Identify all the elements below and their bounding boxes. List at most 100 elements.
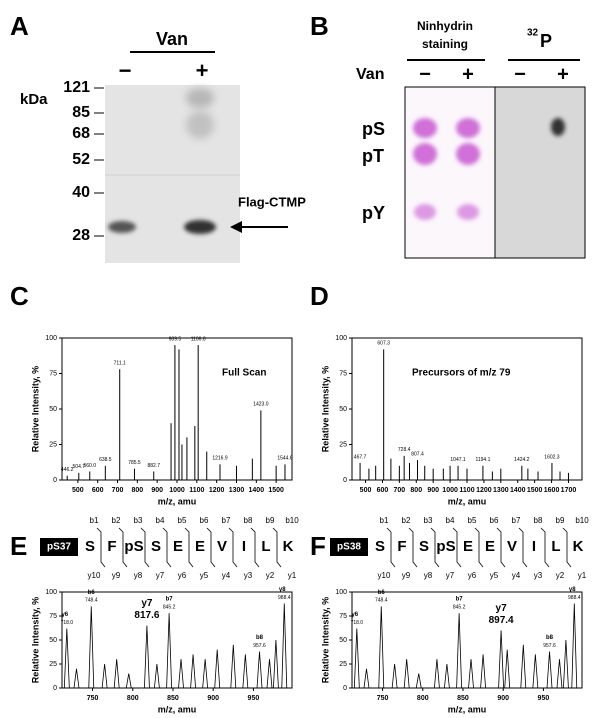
peak-label: 897.4	[489, 615, 514, 626]
y-ion: y10	[378, 571, 391, 580]
peak-label: 1106.8	[191, 336, 206, 342]
x-axis-title: m/z, amu	[448, 496, 487, 506]
b-ion: b6	[200, 516, 209, 525]
y-axis-title: Relative Intensity, %	[320, 366, 330, 452]
gel-smear	[186, 111, 214, 139]
tlc-ninhydrin	[404, 86, 496, 259]
x-tick-label: 900	[427, 487, 439, 494]
peak-label: 718.0	[61, 620, 74, 626]
peak-label: 817.6	[134, 610, 159, 621]
x-tick-label: 800	[410, 487, 422, 494]
residue: V	[507, 538, 517, 555]
peak	[230, 644, 237, 689]
x-tick-label: 1000	[442, 487, 458, 494]
peak-label: 785.5	[128, 460, 141, 466]
peak	[504, 649, 511, 689]
peak-label: 718.0	[351, 620, 364, 626]
spot-label: pS	[362, 119, 385, 139]
peak-label: 988.4	[568, 595, 581, 601]
b-ion: b8	[534, 516, 543, 525]
y-tick-label: 25	[49, 661, 57, 668]
y-ion: y8	[424, 571, 433, 580]
y-tick-label: 50	[49, 637, 57, 644]
cleavage-mark	[96, 527, 106, 568]
site-box	[330, 538, 368, 556]
cleavage-mark	[206, 527, 216, 568]
b-ion: b3	[134, 516, 143, 525]
y-ion: y5	[490, 571, 499, 580]
peak	[73, 668, 80, 689]
peak	[190, 654, 196, 689]
peak	[242, 654, 249, 689]
peak	[434, 659, 440, 689]
peak-label: 504.7	[73, 464, 86, 470]
lane-label: +	[196, 58, 209, 83]
y-ion: y2	[556, 571, 565, 580]
y-tick-label: 50	[339, 406, 347, 413]
y-tick-label: 25	[339, 661, 347, 668]
peak	[88, 606, 95, 689]
spot-label: pY	[362, 203, 385, 223]
peak	[273, 639, 279, 689]
y-ion: y9	[112, 571, 121, 580]
band-label: Flag-CTMP	[238, 194, 306, 209]
unit-label: kDa	[20, 91, 48, 108]
x-tick-label: 900	[497, 695, 509, 702]
ninhydrin-spots	[413, 118, 480, 220]
peak	[498, 630, 504, 689]
b-ion: b2	[402, 516, 411, 525]
residue: K	[283, 538, 294, 555]
peak-label: 1194.1	[475, 457, 490, 463]
y-ion: y4	[512, 571, 521, 580]
residue: E	[463, 538, 473, 555]
treatment-label: Van	[356, 66, 384, 83]
peak-label: 807.4	[411, 451, 424, 457]
y-tick-label: 100	[335, 335, 347, 342]
x-tick-label: 750	[377, 695, 389, 702]
peak	[363, 668, 370, 689]
y-tick-label: 75	[49, 370, 57, 377]
x-tick-label: 500	[72, 487, 84, 494]
peak	[403, 659, 410, 689]
x-tick-label: 1000	[169, 487, 185, 494]
cleavage-mark	[562, 527, 572, 568]
b-ion: b10	[285, 516, 299, 525]
peak	[101, 663, 108, 689]
peak-label: 446.2	[61, 467, 74, 473]
x-tick-label: 700	[394, 487, 406, 494]
cleavage-mark	[540, 527, 550, 568]
x-tick-label: 700	[112, 487, 124, 494]
b-ion: b1	[90, 516, 99, 525]
residue: S	[151, 538, 161, 555]
ion-label: b8	[546, 635, 554, 641]
x-tick-label: 600	[377, 487, 389, 494]
x-tick-label: 1500	[527, 487, 543, 494]
b-ion: b10	[575, 516, 589, 525]
y-ion: y6	[178, 571, 187, 580]
y-tick-label: 50	[49, 406, 57, 413]
b-ion: b3	[424, 516, 433, 525]
ion-label: y6	[61, 612, 68, 618]
peak	[546, 651, 553, 689]
x-tick-label: 1100	[189, 487, 204, 494]
lane-label: −	[419, 63, 431, 85]
x-tick-label: 1400	[510, 487, 526, 494]
cleavage-mark	[408, 527, 418, 568]
peak	[178, 659, 184, 689]
plot-frame	[61, 337, 293, 481]
cleavage-mark	[474, 527, 484, 568]
peak	[571, 603, 578, 689]
x-tick-label: 850	[457, 695, 469, 702]
x-axis-title: m/z, amu	[448, 704, 487, 714]
x-tick-label: 1500	[268, 487, 284, 494]
peak	[281, 603, 288, 689]
stain-label: staining	[422, 37, 468, 51]
peak-label: 728.4	[398, 447, 411, 453]
peak	[256, 651, 263, 689]
b-ion: b6	[490, 516, 499, 525]
residue: K	[573, 538, 584, 555]
panel-letter: C	[10, 281, 29, 311]
peak	[443, 663, 450, 689]
x-tick-label: 600	[92, 487, 104, 494]
peak-label: 988.4	[278, 595, 291, 601]
